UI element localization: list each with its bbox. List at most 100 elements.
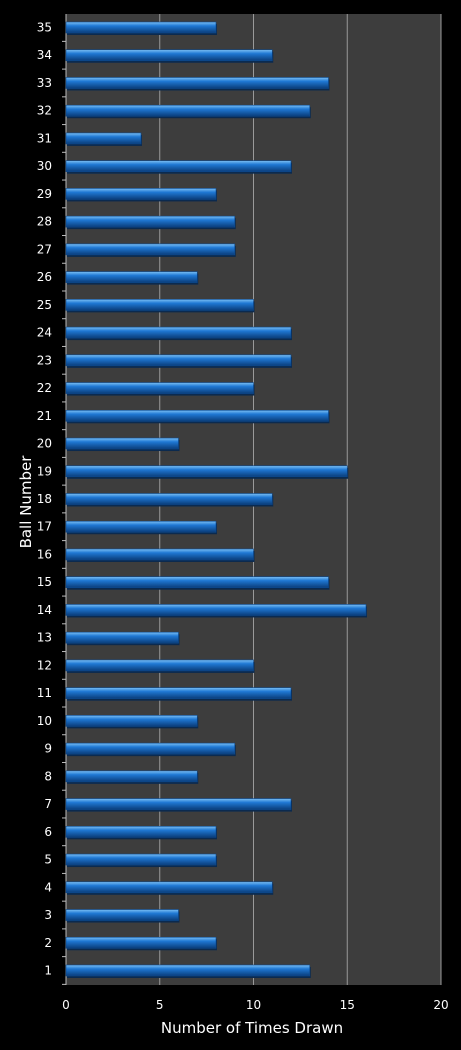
y-tick-label: 19 — [37, 464, 52, 478]
bar-ball-29 — [65, 188, 217, 202]
bar — [65, 881, 273, 894]
bar-ball-21 — [65, 409, 330, 424]
y-tick-label: 1 — [44, 964, 52, 978]
y-tick-label: 4 — [44, 880, 52, 894]
bar-ball-11 — [65, 687, 292, 701]
bar-ball-31 — [65, 132, 142, 146]
y-tick-label: 11 — [37, 686, 52, 700]
bar — [65, 160, 292, 172]
y-tick-label: 7 — [44, 797, 52, 811]
bar — [65, 465, 348, 478]
bar — [65, 742, 236, 755]
y-tick-label: 22 — [37, 381, 52, 395]
bar — [65, 659, 254, 672]
y-tick-label: 35 — [37, 21, 52, 35]
bar — [65, 715, 198, 727]
bar — [65, 798, 292, 810]
bar — [65, 909, 179, 921]
y-tick-label: 29 — [37, 187, 52, 201]
bar-ball-16 — [65, 548, 255, 562]
bar — [65, 936, 217, 949]
x-tick-label: 0 — [62, 998, 70, 1012]
y-tick-label: 2 — [44, 936, 52, 950]
x-tick-label: 20 — [433, 998, 448, 1012]
bar-ball-7 — [65, 798, 292, 812]
bar — [65, 49, 273, 62]
bar-ball-12 — [65, 659, 255, 673]
y-tick-label: 14 — [37, 603, 52, 617]
y-tick-label: 15 — [37, 575, 52, 589]
bar-ball-4 — [65, 881, 274, 895]
y-tick-label: 26 — [37, 270, 52, 284]
bar-ball-14 — [65, 604, 367, 618]
y-tick-label: 9 — [44, 742, 52, 756]
bar-ball-6 — [65, 826, 217, 840]
bar-ball-32 — [65, 104, 311, 119]
bar-ball-9 — [65, 742, 236, 757]
bar — [65, 687, 292, 699]
y-tick-label: 23 — [37, 353, 52, 367]
y-tick-label: 5 — [44, 853, 52, 867]
bar — [65, 354, 292, 367]
bar — [65, 493, 273, 505]
y-tick-label: 24 — [37, 326, 52, 340]
bar — [65, 271, 198, 283]
bar-ball-27 — [65, 243, 236, 257]
bar — [65, 576, 329, 589]
bar — [65, 631, 179, 644]
bar-ball-26 — [65, 271, 199, 285]
bar — [65, 215, 236, 228]
x-tick-label: 5 — [156, 998, 164, 1012]
bar-ball-34 — [65, 49, 274, 63]
bar-ball-5 — [65, 853, 217, 868]
y-tick-label: 30 — [37, 159, 52, 173]
y-tick-label: 18 — [37, 492, 52, 506]
bar-ball-28 — [65, 215, 236, 230]
bar-ball-23 — [65, 354, 292, 368]
bar-ball-10 — [65, 715, 199, 729]
bar — [65, 964, 311, 977]
bar — [65, 104, 311, 117]
bar — [65, 188, 217, 200]
bar — [65, 21, 217, 34]
bar — [65, 437, 179, 450]
y-tick-label: 10 — [37, 714, 52, 728]
x-tick-label: 15 — [340, 998, 355, 1012]
bar-ball-8 — [65, 770, 199, 784]
y-tick-label: 17 — [37, 520, 52, 534]
bar — [65, 548, 254, 561]
bar-ball-22 — [65, 382, 255, 396]
y-axis-title: Ball Number — [17, 455, 35, 549]
bar — [65, 520, 217, 533]
y-tick-labels: 1234567891011121314151617181920212223242… — [37, 21, 52, 978]
bar-ball-25 — [65, 299, 255, 313]
y-tick-label: 28 — [37, 215, 52, 229]
bar-ball-24 — [65, 326, 292, 341]
bar — [65, 604, 367, 616]
bar-ball-33 — [65, 77, 330, 91]
bar — [65, 382, 254, 394]
bar — [65, 826, 217, 838]
y-tick-label: 3 — [44, 908, 52, 922]
bars — [65, 21, 367, 978]
y-tick-label: 21 — [37, 409, 52, 423]
bar — [65, 77, 329, 89]
bar-ball-15 — [65, 576, 330, 590]
bar-ball-20 — [65, 437, 180, 452]
y-tick-label: 33 — [37, 76, 52, 90]
bar-ball-17 — [65, 520, 217, 535]
bar — [65, 853, 217, 866]
y-tick-label: 34 — [37, 48, 52, 62]
y-tick-label: 25 — [37, 298, 52, 312]
y-tick-label: 12 — [37, 658, 52, 672]
bar-ball-2 — [65, 936, 217, 951]
y-tick-label: 31 — [37, 131, 52, 145]
bar-ball-1 — [65, 964, 311, 978]
bar — [65, 326, 292, 339]
y-tick-label: 32 — [37, 104, 52, 118]
x-tick-label: 10 — [246, 998, 261, 1012]
bar — [65, 132, 142, 145]
y-tick-label: 27 — [37, 242, 52, 256]
bar — [65, 299, 254, 311]
